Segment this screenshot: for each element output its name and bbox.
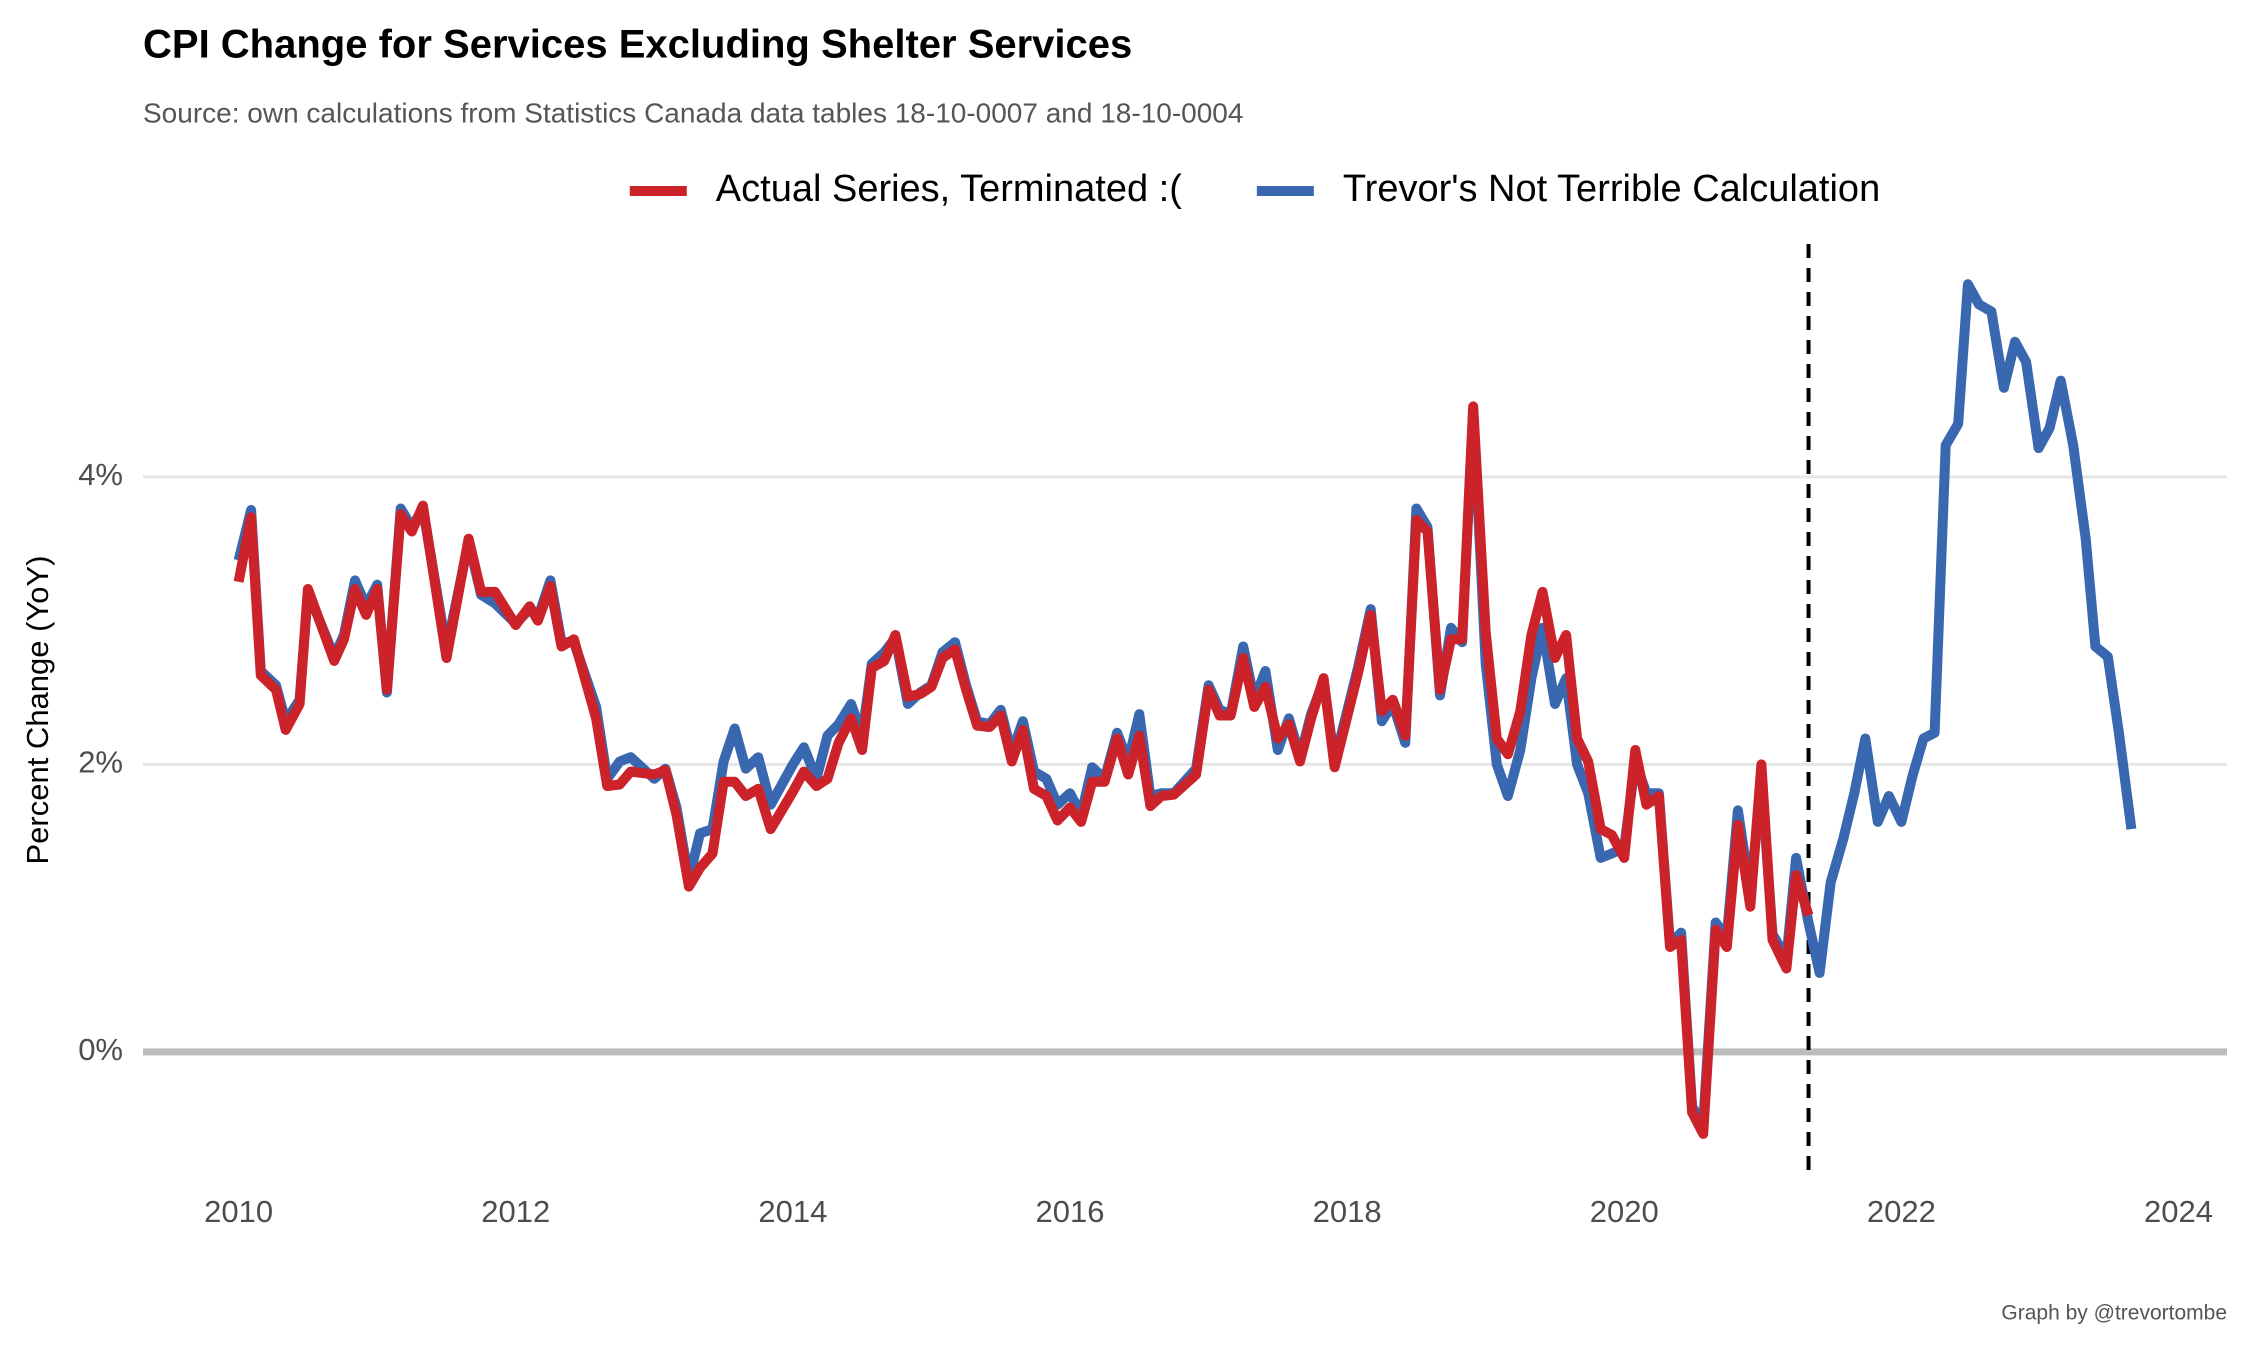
series-line — [233, 401, 1814, 1139]
x-tick-label: 2010 — [204, 1194, 273, 1229]
x-tick-label: 2014 — [758, 1194, 827, 1229]
x-tick-label: 2012 — [481, 1194, 550, 1229]
series-line — [233, 279, 2137, 1129]
y-tick-label: 4% — [78, 457, 123, 492]
x-tick-label: 2018 — [1313, 1194, 1382, 1229]
chart-title: CPI Change for Services Excluding Shelte… — [143, 23, 1132, 67]
x-tick-label: 2024 — [2144, 1194, 2213, 1229]
legend-label: Actual Series, Terminated :( — [716, 168, 1182, 210]
x-tick-label: 2016 — [1036, 1194, 1105, 1229]
y-tick-label: 2% — [78, 745, 123, 780]
chart-subtitle: Source: own calculations from Statistics… — [143, 97, 1243, 128]
caption: Graph by @trevortombe — [2001, 1302, 2227, 1325]
x-tick-label: 2020 — [1590, 1194, 1659, 1229]
x-tick-label: 2022 — [1867, 1194, 1936, 1229]
y-axis-title: Percent Change (YoY) — [20, 555, 55, 864]
y-tick-label: 0% — [78, 1032, 123, 1067]
legend-label: Trevor's Not Terrible Calculation — [1343, 168, 1880, 210]
